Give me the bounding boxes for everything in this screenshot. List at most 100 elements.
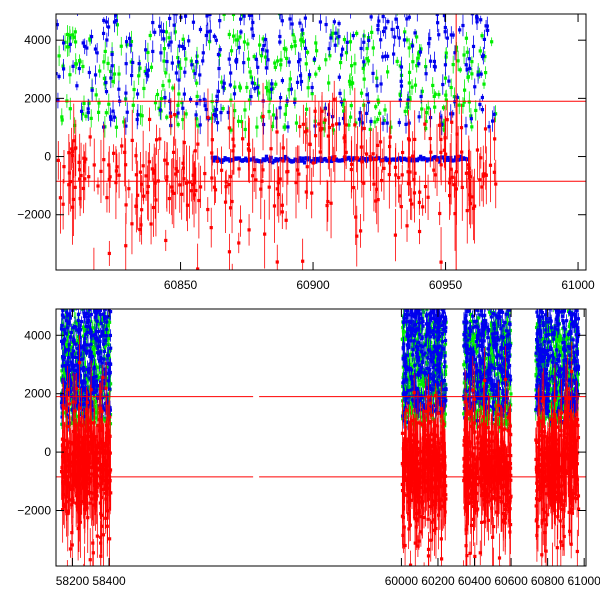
data-point xyxy=(102,76,107,81)
data-point xyxy=(490,347,494,351)
data-point xyxy=(170,185,174,189)
data-point xyxy=(408,198,413,202)
data-point xyxy=(468,312,473,317)
data-point xyxy=(374,199,378,203)
data-point xyxy=(483,127,488,131)
data-point xyxy=(251,20,255,25)
data-point xyxy=(70,147,74,151)
data-point xyxy=(432,168,436,172)
data-point xyxy=(395,25,400,30)
data-point xyxy=(509,392,513,396)
data-point xyxy=(85,386,90,390)
data-point xyxy=(317,122,321,126)
data-point xyxy=(174,14,178,16)
data-point xyxy=(110,64,114,68)
data-point xyxy=(167,79,171,83)
data-point xyxy=(284,218,288,222)
data-point xyxy=(480,54,485,59)
data-point xyxy=(76,341,80,345)
data-point xyxy=(326,134,330,138)
data-point xyxy=(184,181,189,185)
data-point xyxy=(161,29,166,34)
data-point xyxy=(555,335,559,339)
data-point xyxy=(88,389,92,394)
data-point xyxy=(358,229,363,233)
data-point xyxy=(107,356,112,360)
x-tick-label: 60900 xyxy=(296,278,330,292)
data-point xyxy=(470,195,474,199)
data-point xyxy=(77,378,81,382)
data-point xyxy=(449,85,453,90)
data-point xyxy=(496,300,499,303)
data-point xyxy=(95,51,99,55)
data-point xyxy=(400,173,404,177)
data-point xyxy=(479,156,483,160)
data-point xyxy=(324,58,328,62)
data-point xyxy=(193,149,197,153)
data-point xyxy=(285,56,289,61)
data-point xyxy=(198,123,202,127)
data-point xyxy=(482,172,486,176)
data-point xyxy=(465,387,469,392)
data-point xyxy=(417,62,421,66)
data-point xyxy=(143,69,147,74)
data-point xyxy=(477,372,481,376)
data-point xyxy=(238,219,243,223)
data-point xyxy=(444,93,448,97)
data-point xyxy=(144,48,148,52)
data-point xyxy=(437,33,441,37)
data-point xyxy=(397,120,401,125)
data-point xyxy=(409,158,413,163)
data-point xyxy=(347,79,352,83)
data-point xyxy=(110,52,114,57)
data-point xyxy=(433,92,437,96)
data-point xyxy=(469,175,473,179)
data-point xyxy=(65,45,69,49)
data-point xyxy=(287,60,291,64)
data-point xyxy=(165,115,169,119)
data-point xyxy=(173,30,177,34)
data-point xyxy=(232,92,237,96)
data-point xyxy=(486,28,490,32)
data-point xyxy=(167,36,171,40)
data-point xyxy=(175,114,179,118)
data-point xyxy=(484,71,488,75)
data-point xyxy=(114,125,119,129)
data-point xyxy=(478,178,482,182)
data-point xyxy=(247,148,251,153)
data-point xyxy=(174,167,178,171)
data-point xyxy=(413,31,417,35)
data-point xyxy=(433,105,437,109)
data-point xyxy=(344,51,349,55)
data-point xyxy=(398,156,402,161)
data-point xyxy=(73,185,77,189)
data-point xyxy=(229,128,233,132)
data-point xyxy=(153,101,158,105)
data-point xyxy=(473,204,477,208)
data-point xyxy=(449,167,453,171)
data-point xyxy=(399,65,404,69)
data-point xyxy=(161,83,165,88)
data-point xyxy=(227,126,231,130)
data-point xyxy=(500,304,503,307)
data-point xyxy=(388,135,392,139)
data-point xyxy=(221,85,225,89)
data-point xyxy=(429,150,433,154)
data-point xyxy=(112,20,117,24)
data-point xyxy=(443,136,447,140)
data-point xyxy=(399,79,403,83)
data-point xyxy=(312,157,316,162)
data-point xyxy=(270,124,275,129)
data-point xyxy=(407,156,411,160)
y-tick-label: −2000 xyxy=(17,208,51,222)
data-point xyxy=(177,60,181,64)
data-point xyxy=(384,26,388,30)
data-point xyxy=(256,85,260,90)
data-point xyxy=(333,155,337,159)
data-point xyxy=(254,57,258,61)
data-point xyxy=(424,64,428,69)
data-point xyxy=(490,119,495,123)
data-point xyxy=(343,155,347,159)
data-point xyxy=(164,30,168,34)
data-point xyxy=(314,49,319,53)
